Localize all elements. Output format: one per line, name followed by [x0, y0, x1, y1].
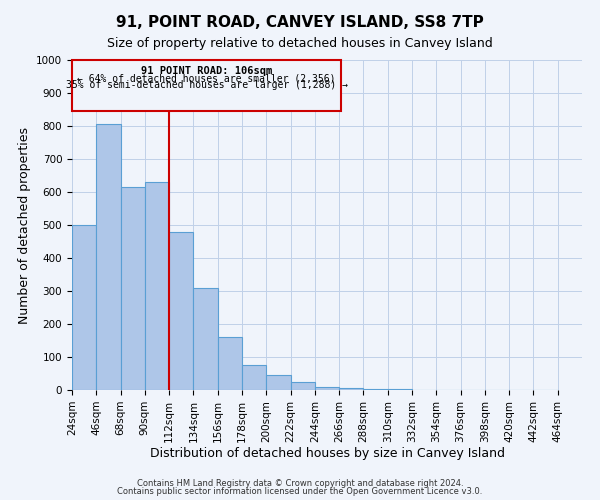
FancyBboxPatch shape: [72, 60, 341, 111]
Bar: [266, 375, 290, 390]
Text: Contains public sector information licensed under the Open Government Licence v3: Contains public sector information licen…: [118, 487, 482, 496]
Text: Contains HM Land Registry data © Crown copyright and database right 2024.: Contains HM Land Registry data © Crown c…: [137, 478, 463, 488]
Text: ← 64% of detached houses are smaller (2,356): ← 64% of detached houses are smaller (2,…: [77, 73, 336, 83]
Bar: [364, 389, 388, 390]
X-axis label: Distribution of detached houses by size in Canvey Island: Distribution of detached houses by size …: [149, 448, 505, 460]
Y-axis label: Number of detached properties: Number of detached properties: [17, 126, 31, 324]
Text: 35% of semi-detached houses are larger (1,288) →: 35% of semi-detached houses are larger (…: [65, 80, 347, 90]
Bar: [121, 187, 145, 390]
Bar: [242, 365, 266, 390]
Text: Size of property relative to detached houses in Canvey Island: Size of property relative to detached ho…: [107, 38, 493, 51]
Bar: [218, 337, 242, 390]
Bar: [315, 386, 339, 390]
Bar: [193, 288, 218, 390]
Text: 91 POINT ROAD: 106sqm: 91 POINT ROAD: 106sqm: [141, 66, 272, 76]
Bar: [169, 232, 193, 390]
Bar: [96, 124, 121, 390]
Bar: [145, 182, 169, 390]
Bar: [290, 382, 315, 390]
Bar: [339, 388, 364, 390]
Bar: [72, 225, 96, 390]
Text: 91, POINT ROAD, CANVEY ISLAND, SS8 7TP: 91, POINT ROAD, CANVEY ISLAND, SS8 7TP: [116, 15, 484, 30]
